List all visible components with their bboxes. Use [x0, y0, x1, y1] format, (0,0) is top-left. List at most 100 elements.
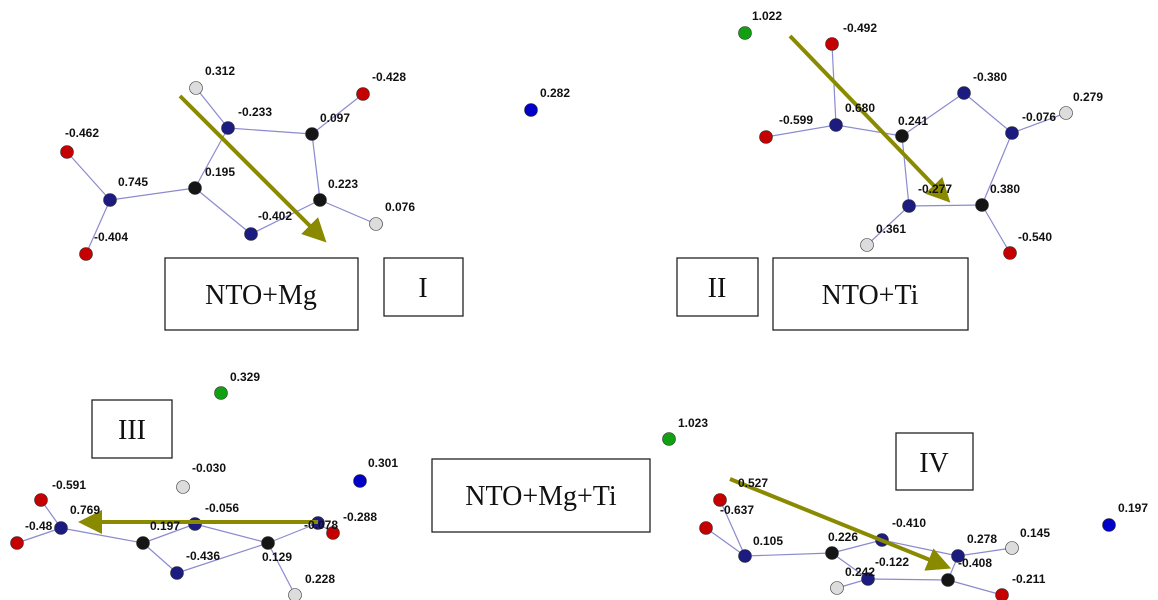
charge-label: -0.410 [892, 516, 926, 530]
atom [222, 122, 235, 135]
bond [143, 543, 177, 573]
charge-label: -0.233 [238, 105, 272, 119]
atom [760, 131, 773, 144]
system-label: NTO+Mg [205, 280, 317, 311]
bond [320, 200, 376, 224]
atom [354, 475, 367, 488]
bond [868, 579, 948, 580]
atom [55, 522, 68, 535]
atom [831, 582, 844, 595]
charge-label: -0.436 [186, 549, 220, 563]
charge-label: 0.105 [753, 534, 783, 548]
panel-number: IV [919, 448, 949, 479]
atom [104, 194, 117, 207]
charge-label: 0.312 [205, 64, 235, 78]
page: {"panels": [ {"name": "NTO+Mg", "roman":… [0, 0, 1158, 600]
charge-label: 0.145 [1020, 526, 1050, 540]
bond [836, 125, 902, 136]
atom [289, 589, 302, 600]
charge-label: -0.408 [958, 556, 992, 570]
charge-label: 0.097 [320, 111, 350, 125]
atom [1060, 107, 1073, 120]
atom [525, 104, 538, 117]
charge-label: 0.279 [1073, 90, 1103, 104]
system-label: NTO+Ti [822, 280, 919, 311]
charge-label: 0.527 [738, 476, 768, 490]
charge-label: 0.242 [845, 565, 875, 579]
atom [700, 522, 713, 535]
charge-label: -0.402 [258, 209, 292, 223]
charge-label: 0.278 [967, 532, 997, 546]
bond [909, 205, 982, 206]
atom [1006, 127, 1019, 140]
charge-label: 0.769 [70, 503, 100, 517]
figure: 0.312-0.233-0.4280.097-0.4620.7450.1950.… [0, 0, 1158, 600]
atom [861, 239, 874, 252]
atom [314, 194, 327, 207]
charge-label: -0.492 [843, 21, 877, 35]
bond [86, 200, 110, 254]
charge-label: -0.380 [973, 70, 1007, 84]
charge-label: -0.48 [25, 519, 53, 533]
bond [195, 188, 251, 234]
bond [195, 524, 268, 543]
atom [996, 589, 1009, 600]
bond [110, 188, 195, 200]
charge-label: 0.680 [845, 101, 875, 115]
bond [964, 93, 1012, 133]
atom [80, 248, 93, 261]
charge-label: 0.223 [328, 177, 358, 191]
atom [137, 537, 150, 550]
bond [882, 540, 958, 556]
bond [958, 548, 1012, 556]
charge-label: -0.599 [779, 113, 813, 127]
atom [171, 567, 184, 580]
charge-label: 0.129 [262, 550, 292, 564]
atom [826, 38, 839, 51]
charge-label: 1.023 [678, 416, 708, 430]
charge-label: 0.241 [898, 114, 928, 128]
atom [903, 200, 916, 213]
bond [196, 88, 228, 128]
bond [948, 580, 1002, 595]
atom [826, 547, 839, 560]
atom [245, 228, 258, 241]
panel-number: II [708, 273, 727, 304]
charge-label: 0.301 [368, 456, 398, 470]
charge-label: -0.591 [52, 478, 86, 492]
atom [958, 87, 971, 100]
charge-label: 0.228 [305, 572, 335, 586]
bond [228, 128, 312, 134]
charge-label: -0.122 [875, 555, 909, 569]
atom [942, 574, 955, 587]
charge-label: 1.022 [752, 9, 782, 23]
charge-label: 0.361 [876, 222, 906, 236]
atom [830, 119, 843, 132]
atom [896, 130, 909, 143]
panel-number: III [118, 415, 146, 446]
bond [312, 134, 320, 200]
charge-label: 0.226 [828, 530, 858, 544]
atom [357, 88, 370, 101]
atom [739, 550, 752, 563]
charge-label: -0.030 [192, 461, 226, 475]
bond [61, 528, 143, 543]
charge-label: -0.428 [372, 70, 406, 84]
charge-label: -0.637 [720, 503, 754, 517]
atom [215, 387, 228, 400]
bond [745, 553, 832, 556]
charge-label: 0.380 [990, 182, 1020, 196]
charge-label: 0.282 [540, 86, 570, 100]
atom [11, 537, 24, 550]
system-label: NTO+Mg+Ti [465, 481, 617, 512]
bond [902, 136, 909, 206]
charge-label: 0.745 [118, 175, 148, 189]
atom [370, 218, 383, 231]
atom [35, 494, 48, 507]
charge-label: -0.540 [1018, 230, 1052, 244]
charge-label: -0.404 [94, 230, 128, 244]
bond [67, 152, 110, 200]
charge-label: -0.056 [205, 501, 239, 515]
atom [663, 433, 676, 446]
panel-number: I [418, 273, 427, 304]
